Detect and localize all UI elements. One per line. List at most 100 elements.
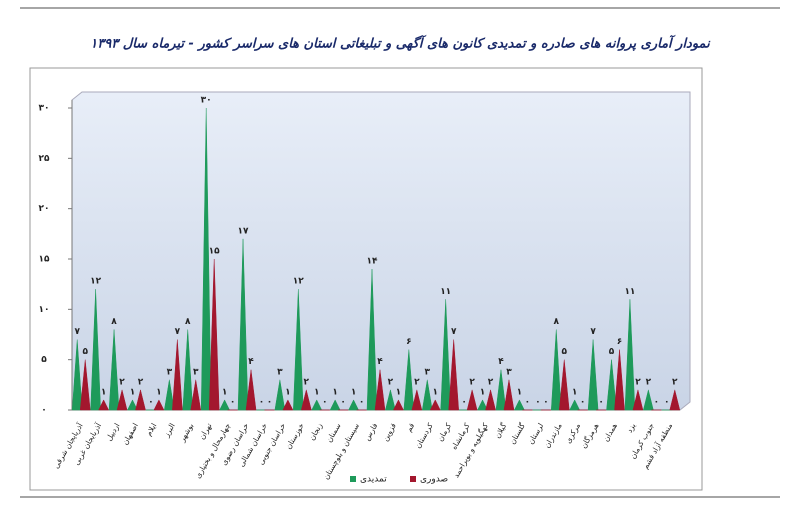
value-label: ۲ [414,377,420,387]
cone-bar [440,299,451,411]
value-label: ۱ [156,387,162,397]
cone-bar [245,369,257,411]
value-label: ۲ [388,377,394,387]
cone-bar [300,389,312,411]
cone-bar [219,399,231,411]
cone-bar [558,359,570,411]
value-label: ۸ [185,317,191,327]
cone-bar [108,329,120,411]
value-label: ۲ [304,377,310,387]
value-label: ۱ [314,387,320,397]
y-tick-label: ۱۰ [39,305,50,315]
value-label: ۱۴ [367,257,378,267]
value-label: ۰ [664,398,670,408]
x-tick-label: یزد [625,422,638,435]
cone-bar [98,399,110,411]
value-label: ۰ [148,398,154,408]
cone-bar [293,289,304,411]
value-label: ۲ [635,377,641,387]
value-label: ۵ [82,347,88,357]
cone-bar [495,369,507,411]
cone-bar [503,379,515,411]
value-label: ۱ [101,387,107,397]
value-label: ۰ [461,398,467,408]
y-tick-label: ۱۵ [39,255,50,265]
y-tick-label: ۲۰ [39,204,50,214]
value-label: ۳ [277,367,283,377]
value-label: ۲ [119,377,125,387]
value-label: ۴ [248,357,254,367]
value-label: ۲ [672,377,678,387]
cone-bar [282,399,294,411]
value-label: ۳ [506,367,512,377]
cone-bar [606,359,617,411]
value-label: ۱ [351,387,357,397]
value-label: ۷ [590,327,596,337]
cone-bar [274,379,286,411]
value-label: ۱ [130,387,136,397]
value-label: ۵ [609,347,615,357]
value-label: ۱ [480,387,486,397]
value-label: ۲ [469,377,475,387]
cone-bar [632,389,644,411]
cone-bar [127,399,138,411]
chart-title: نمودار آماری پروانه های صادره و تمدیدی ک… [90,35,711,52]
cone-bar [466,389,478,411]
value-label: ۰ [598,398,604,408]
cone-bar [513,399,525,411]
legend-label: تمدیدی [360,475,387,485]
value-label: ۰ [322,398,328,408]
value-label: ۳ [193,367,199,377]
value-label: ۴ [377,357,383,367]
y-tick-label: ۵ [41,355,47,365]
value-label: ۰ [654,398,660,408]
cone-bar [669,389,681,411]
value-label: ۰ [340,398,346,408]
value-label: ۲ [138,377,144,387]
cone-bar [208,258,220,411]
cone-bar [311,399,323,411]
cone-bar [164,379,175,411]
cone-bar [237,238,249,411]
value-label: ۰ [230,398,236,408]
cone-bar [135,389,146,411]
value-label: ۱۲ [90,277,101,287]
value-label: ۲ [488,377,494,387]
value-label: ۰ [359,398,365,408]
value-label: ۱۱ [624,287,635,297]
value-label: ۱ [572,387,578,397]
y-tick-label: ۳۰ [39,104,50,114]
y-tick-label: ۰ [41,406,47,416]
cone-bar [71,339,83,411]
value-label: ۰ [543,398,549,408]
value-label: ۲ [646,377,652,387]
cone-bar [366,269,378,411]
value-label: ۰ [580,398,586,408]
value-label: ۸ [111,317,117,327]
cone-bar [329,399,341,411]
value-label: ۵ [561,347,567,357]
value-label: ۱ [332,387,338,397]
value-label: ۰ [525,398,531,408]
cone-bar [172,339,183,411]
cone-bar [624,299,636,411]
cone-bar [190,379,202,411]
value-label: ۰ [267,398,273,408]
value-label: ۶ [406,337,412,347]
cone-bar [614,349,625,411]
value-label: ۷ [74,327,80,337]
value-label: ۳ [167,367,173,377]
value-label: ۶ [617,337,623,347]
value-label: ۱ [285,387,291,397]
value-label: ۱۵ [209,247,220,257]
value-label: ۳۰ [201,96,212,106]
legend-swatch [350,476,356,482]
cone-bar [421,379,433,411]
cone-bar [385,389,396,411]
cone-bar [116,389,128,411]
cone-bar [643,389,654,411]
cone-bar [411,389,423,411]
cone-bar [90,289,101,411]
value-label: ۴ [498,357,504,367]
